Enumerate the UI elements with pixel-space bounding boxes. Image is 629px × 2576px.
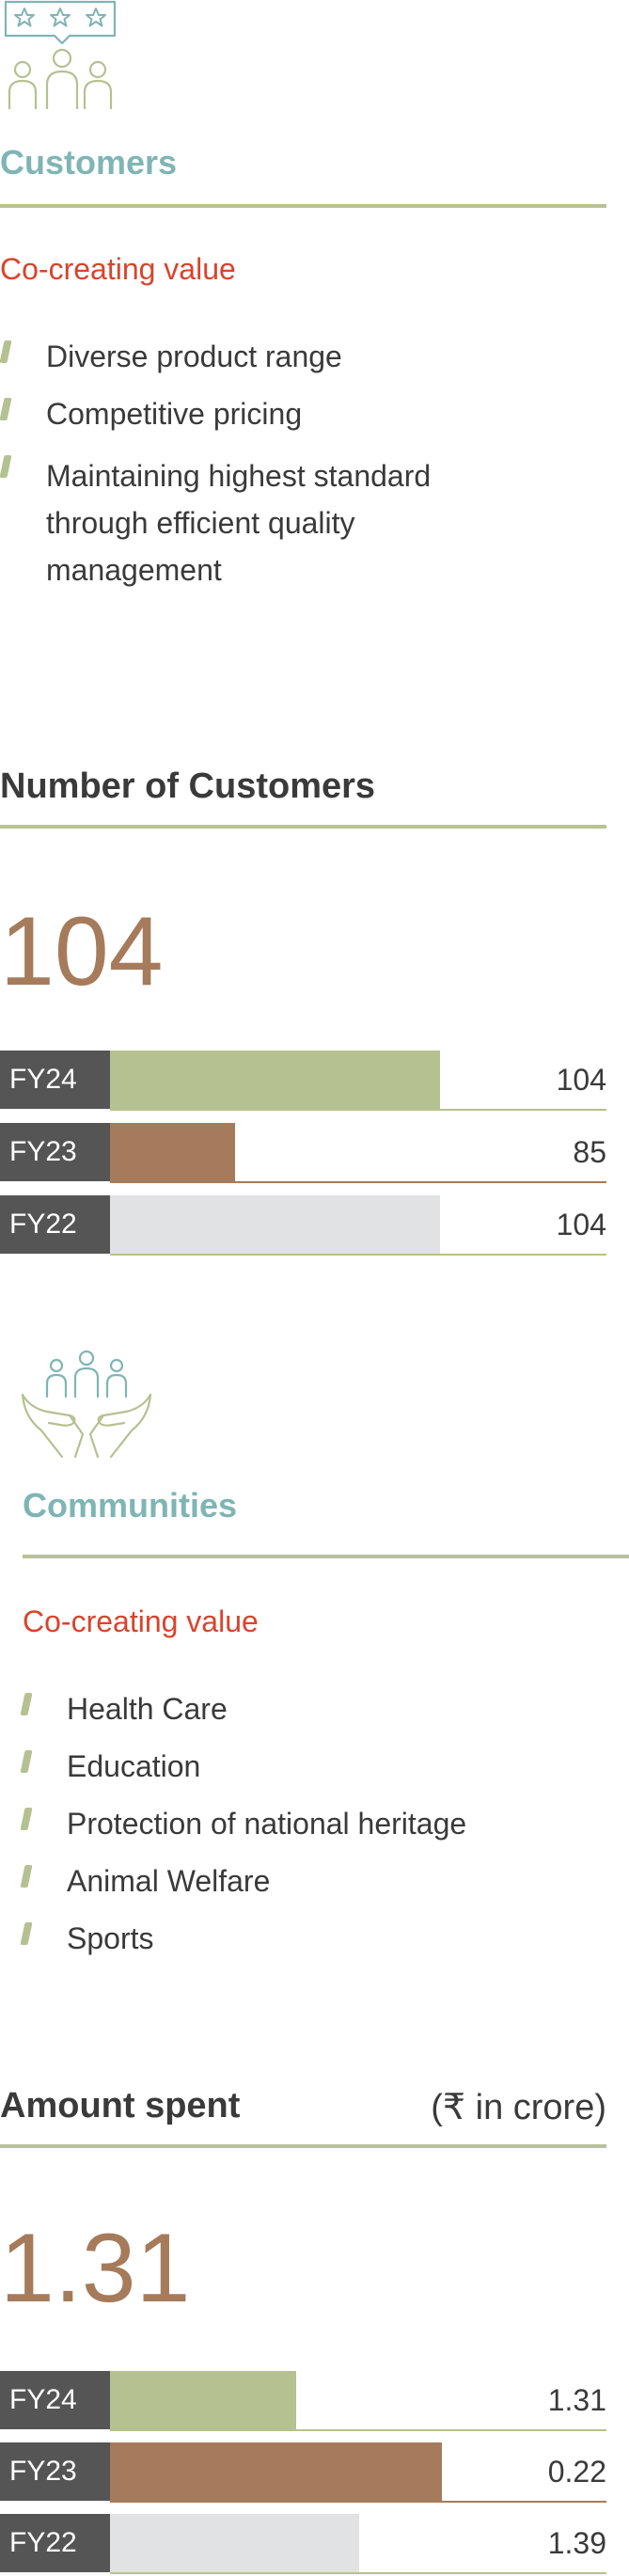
bullet-tick-icon — [20, 1750, 33, 1773]
customers-title: Customers — [0, 143, 178, 182]
bullet-tick-icon — [0, 398, 12, 420]
bar-value-label: 104 — [556, 1208, 606, 1241]
bar-value-label: 104 — [556, 1063, 606, 1097]
bar-row: FY22 1.39 — [0, 2514, 606, 2574]
customers-metric-rule — [0, 825, 606, 829]
bar-baseline — [110, 2501, 606, 2503]
bullet-tick-icon — [0, 340, 12, 363]
communities-title-rule — [23, 1555, 629, 1558]
list-item: Education — [20, 1747, 585, 1785]
bar-fill — [110, 2514, 359, 2572]
list-item: Health Care — [20, 1690, 585, 1728]
communities-cocreating-label: Co-creating value — [23, 1604, 259, 1638]
list-item: Protection of national heritage — [20, 1805, 585, 1842]
bar-row: FY24 1.31 — [0, 2371, 606, 2431]
bar-fill — [110, 2371, 296, 2429]
bar-baseline — [110, 1254, 606, 1256]
bar-baseline — [110, 2572, 606, 2574]
list-item: Competitive pricing — [0, 395, 451, 433]
list-item: Maintaining highest standard through eff… — [0, 452, 451, 593]
customers-big-value: 104 — [0, 897, 164, 1006]
bar-value-label: 0.22 — [547, 2455, 606, 2489]
bar-year-label: FY24 — [0, 2371, 110, 2429]
communities-metric-unit: (₹ in crore) — [431, 2088, 606, 2127]
bar-value-label: 1.31 — [547, 2383, 606, 2417]
bar-row: FY23 85 — [0, 1123, 606, 1183]
bar-baseline — [110, 2429, 606, 2431]
customers-bullet-list: Diverse product range Competitive pricin… — [0, 338, 451, 613]
bullet-tick-icon — [20, 1808, 33, 1830]
bar-year-label: FY22 — [0, 1195, 110, 1254]
communities-metric-rule — [0, 2144, 606, 2148]
communities-title: Communities — [23, 1486, 238, 1525]
bar-year-label: FY23 — [0, 2442, 110, 2501]
communities-bullet-list: Health Care Education Protection of nati… — [20, 1690, 585, 1977]
community-care-icon — [21, 1350, 152, 1459]
bar-row: FY24 104 — [0, 1051, 606, 1111]
bar-fill — [110, 2442, 442, 2501]
bar-row: FY23 0.22 — [0, 2442, 606, 2503]
bar-fill — [110, 1195, 440, 1254]
bar-value-label: 1.39 — [547, 2526, 606, 2560]
bar-year-label: FY23 — [0, 1123, 110, 1181]
bullet-tick-icon — [0, 455, 12, 478]
customers-cocreating-label: Co-creating value — [0, 252, 236, 286]
bar-fill — [110, 1051, 440, 1109]
bar-fill — [110, 1123, 235, 1181]
bullet-tick-icon — [20, 1922, 33, 1945]
bar-year-label: FY24 — [0, 1051, 110, 1109]
list-item: Sports — [20, 1920, 585, 1957]
bar-baseline — [110, 1181, 606, 1183]
bar-year-label: FY22 — [0, 2514, 110, 2572]
communities-big-value: 1.31 — [0, 2214, 191, 2323]
list-item: Diverse product range — [0, 338, 451, 375]
bar-value-label: 85 — [573, 1135, 606, 1169]
bar-baseline — [110, 1109, 606, 1111]
bar-row: FY22 104 — [0, 1195, 606, 1256]
communities-metric-heading: Amount spent — [0, 2086, 241, 2126]
customers-metric-heading: Number of Customers — [0, 766, 376, 806]
customers-title-rule — [0, 204, 606, 208]
customer-rating-icon — [4, 0, 117, 111]
bullet-tick-icon — [20, 1693, 33, 1715]
bullet-tick-icon — [20, 1865, 33, 1888]
list-item: Animal Welfare — [20, 1862, 585, 1900]
